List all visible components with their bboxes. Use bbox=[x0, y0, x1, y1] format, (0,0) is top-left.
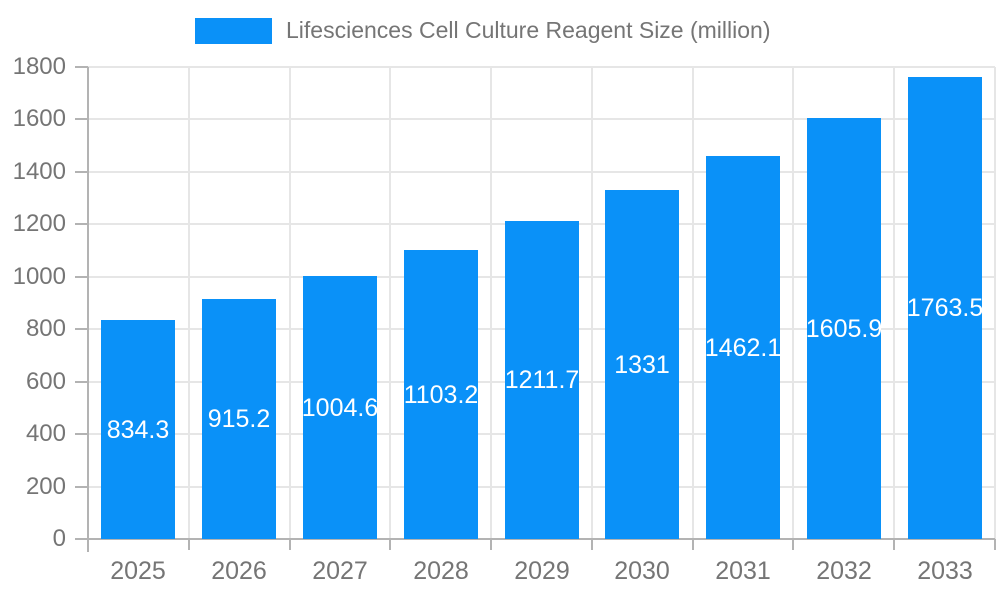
y-axis-tick-label: 1800 bbox=[12, 53, 66, 80]
bar-2033[interactable] bbox=[908, 77, 982, 539]
y-axis-line bbox=[87, 67, 89, 552]
bar-2031[interactable] bbox=[706, 156, 780, 539]
x-axis-tick bbox=[490, 539, 492, 550]
bar-value-label: 834.3 bbox=[106, 416, 170, 444]
x-axis-tick bbox=[389, 539, 391, 550]
x-axis-category-label: 2025 bbox=[110, 557, 166, 585]
bar-2028[interactable] bbox=[404, 250, 478, 539]
gridline-vertical bbox=[692, 67, 694, 539]
y-axis-tick-label: 600 bbox=[25, 368, 66, 395]
y-axis-tick bbox=[75, 223, 88, 225]
x-axis-category-label: 2026 bbox=[211, 557, 267, 585]
y-axis-tick-label: 400 bbox=[25, 420, 66, 447]
legend-label: Lifesciences Cell Culture Reagent Size (… bbox=[286, 17, 771, 43]
gridline-horizontal bbox=[88, 118, 995, 120]
y-axis-tick bbox=[75, 118, 88, 120]
bar-value-label: 915.2 bbox=[207, 405, 271, 433]
gridline-vertical bbox=[188, 67, 190, 539]
x-axis-tick bbox=[692, 539, 694, 550]
gridline-vertical bbox=[591, 67, 593, 539]
y-axis-tick bbox=[75, 276, 88, 278]
y-axis-tick bbox=[75, 433, 88, 435]
bar-2029[interactable] bbox=[505, 221, 579, 539]
y-axis-tick bbox=[75, 171, 88, 173]
bar-value-label: 1605.9 bbox=[805, 315, 883, 343]
bar-2030[interactable] bbox=[605, 190, 679, 539]
x-axis-category-label: 2027 bbox=[312, 557, 368, 585]
x-axis-category-label: 2028 bbox=[413, 557, 469, 585]
x-axis-tick bbox=[289, 539, 291, 550]
bar-value-label: 1462.1 bbox=[704, 334, 782, 362]
x-axis-tick bbox=[994, 539, 996, 550]
bar-value-label: 1763.5 bbox=[906, 294, 984, 322]
bar-value-label: 1103.2 bbox=[403, 381, 479, 409]
y-axis-tick-label: 1600 bbox=[12, 105, 66, 132]
y-axis-tick-label: 0 bbox=[52, 525, 66, 552]
bar-value-label: 1004.6 bbox=[301, 394, 379, 422]
x-axis-category-label: 2033 bbox=[917, 557, 973, 585]
x-axis-tick bbox=[591, 539, 593, 550]
gridline-horizontal bbox=[88, 66, 995, 68]
gridline-vertical bbox=[792, 67, 794, 539]
y-axis-tick-label: 1200 bbox=[12, 210, 66, 237]
legend-swatch bbox=[195, 17, 272, 44]
gridline-vertical bbox=[893, 67, 895, 539]
bar-value-label: 1331 bbox=[614, 351, 670, 379]
y-axis-tick-label: 1400 bbox=[12, 158, 66, 185]
y-axis-tick bbox=[75, 538, 88, 540]
y-axis-tick-label: 200 bbox=[25, 473, 66, 500]
bar-2032[interactable] bbox=[807, 118, 881, 539]
y-axis-tick-label: 800 bbox=[25, 315, 66, 342]
x-axis-category-label: 2032 bbox=[816, 557, 872, 585]
x-axis-tick bbox=[792, 539, 794, 550]
gridline-vertical bbox=[994, 67, 996, 539]
x-axis-line bbox=[87, 538, 995, 540]
y-axis-tick-label: 1000 bbox=[12, 263, 66, 290]
x-axis-tick bbox=[87, 539, 89, 550]
gridline-horizontal bbox=[88, 171, 995, 173]
x-axis-category-label: 2029 bbox=[514, 557, 570, 585]
y-axis-tick bbox=[75, 328, 88, 330]
bar-value-label: 1211.7 bbox=[504, 366, 580, 394]
legend[interactable]: Lifesciences Cell Culture Reagent Size (… bbox=[195, 17, 770, 44]
gridline-vertical bbox=[389, 67, 391, 539]
x-axis-tick bbox=[893, 539, 895, 550]
gridline-vertical bbox=[289, 67, 291, 539]
y-axis-tick bbox=[75, 486, 88, 488]
y-axis-tick bbox=[75, 381, 88, 383]
x-axis-category-label: 2030 bbox=[614, 557, 670, 585]
y-axis-tick bbox=[75, 66, 88, 68]
bar-2027[interactable] bbox=[303, 276, 377, 539]
bar-2026[interactable] bbox=[202, 299, 276, 539]
gridline-vertical bbox=[490, 67, 492, 539]
x-axis-tick bbox=[188, 539, 190, 550]
bar-2025[interactable] bbox=[101, 320, 175, 539]
x-axis-category-label: 2031 bbox=[715, 557, 771, 585]
